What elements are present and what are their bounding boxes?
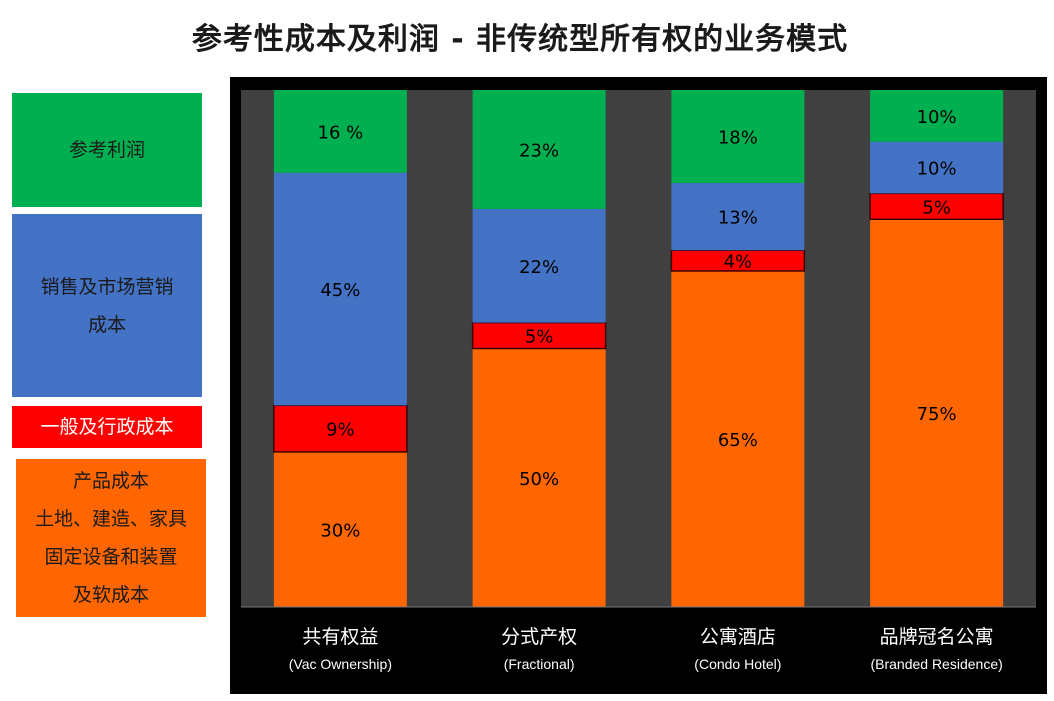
data-label-ga-2: 4% [724, 252, 753, 273]
x-tick-sublabel-2: (Condo Hotel) [694, 656, 781, 672]
bar-segment-profit-2 [671, 90, 805, 184]
legend-item-general-admin: 一般及行政成本 [12, 406, 202, 448]
bar-segment-product-1 [472, 348, 606, 607]
data-label-sales-2: 13% [718, 208, 758, 229]
stacked-bar-chart: 30% 9% 45% 16 % 共有权益 (Vac Ownership) 50% 5% 22% 2… [241, 90, 1036, 672]
data-label-profit-3: 10% [917, 107, 957, 128]
legend-label-profit-line0: 参考利润 [68, 139, 145, 161]
bar-segment-sales-3 [870, 141, 1004, 194]
x-tick-sublabel-3: (Branded Residence) [870, 656, 1002, 672]
bar-segment-sales-2 [671, 183, 805, 251]
bar-segment-sales-0 [273, 172, 407, 406]
bar-segment-ga-0 [273, 404, 408, 453]
legend-label-product-line1: 土地、建造、家具 [34, 508, 187, 530]
legend-label-ga-line0: 一般及行政成本 [40, 416, 174, 438]
data-label-profit-2: 18% [718, 128, 758, 149]
legend-label-sales-line0: 销售及市场营销 [40, 275, 174, 298]
bar-segment-profit-0 [273, 90, 407, 173]
legend-label-product-line0: 产品成本 [72, 470, 149, 492]
bar-segment-product-0 [273, 451, 407, 607]
legend-item-sales-marketing: 销售及市场营销 成本 [12, 214, 202, 397]
legend-item-product-cost: 产品成本土地、建造、家具 固定设备和装置 及软成本 [16, 459, 206, 617]
x-tick-sublabel-0: (Vac Ownership) [289, 656, 392, 672]
x-tick-sublabel-1: (Fractional) [504, 656, 575, 672]
chart-title: 参考性成本及利润 - 非传统型所有权的业务模式 [191, 22, 849, 57]
data-label-product-2: 65% [718, 430, 758, 451]
data-label-product-0: 30% [320, 520, 360, 541]
data-label-profit-0: 16 % [318, 122, 364, 143]
data-label-sales-1: 22% [519, 257, 559, 278]
chart-plot-area: 30% 9% 45% 16 % 共有权益 (Vac Ownership) 50% 5% 22% 2… [230, 77, 1047, 694]
data-label-sales-0: 45% [320, 280, 360, 301]
bar-segment-product-2 [671, 270, 805, 607]
data-label-product-1: 50% [519, 469, 559, 490]
x-tick-label-2: 公寓酒店 [700, 626, 776, 648]
data-label-ga-1: 5% [525, 327, 554, 348]
x-tick-label-0: 共有权益 [302, 626, 378, 648]
bar-segment-product-3 [870, 219, 1004, 607]
bar-segment-sales-1 [472, 208, 606, 323]
legend-label-sales-line1: 成本 [87, 313, 126, 336]
data-label-ga-0: 9% [326, 420, 355, 441]
legend-item-profit: 参考利润 [12, 93, 202, 207]
x-tick-label-3: 品牌冠名公寓 [880, 626, 994, 648]
bar-segment-profit-3 [870, 90, 1004, 142]
bar-segment-ga-2 [670, 249, 806, 272]
data-label-ga-3: 5% [922, 197, 951, 218]
x-tick-label-1: 分式产权 [501, 626, 577, 648]
legend-label-product-line2: 固定设备和装置 [44, 546, 178, 568]
data-label-product-3: 75% [917, 404, 957, 425]
bar-segment-ga-3 [869, 192, 1004, 221]
legend-label-product-line3: 及软成本 [72, 584, 149, 606]
bar-segment-profit-1 [472, 90, 606, 209]
data-label-sales-3: 10% [917, 159, 957, 180]
data-label-profit-1: 23% [519, 140, 559, 161]
